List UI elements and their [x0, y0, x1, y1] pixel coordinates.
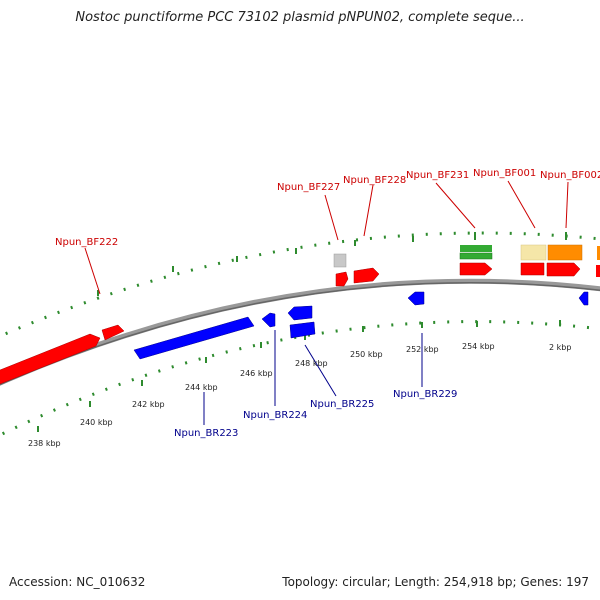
label-npun-br225: Npun_BR225 [310, 399, 374, 410]
label-npun-bf227: Npun_BF227 [277, 182, 340, 193]
kbp-label-240: 240 kbp [80, 418, 113, 427]
gene-npun-bf228[interactable] [353, 267, 380, 284]
map-title: Nostoc punctiforme PCC 73102 plasmid pNP… [75, 10, 525, 25]
gene-npun-bf222[interactable] [0, 333, 101, 385]
feature-npun-bf001[interactable] [520, 244, 547, 261]
gene-npun-bf231-lower[interactable] [459, 262, 493, 276]
kbp-labels: 238 kbp 240 kbp 242 kbp 244 kbp 246 kbp … [28, 342, 571, 448]
kbp-label-250: 250 kbp [350, 350, 383, 359]
gene-npun-bf227[interactable] [335, 271, 349, 287]
gene-npun-br225-bottom[interactable] [289, 321, 316, 339]
gene-npun-bf001-lower[interactable] [520, 262, 545, 276]
kbp-label-252: 252 kbp [406, 345, 439, 354]
inner-major-ticks [37, 320, 561, 432]
forward-features [333, 244, 600, 268]
label-npun-bf002: Npun_BF002 [540, 170, 600, 181]
kbp-label-242: 242 kbp [132, 400, 165, 409]
kbp-label-254: 254 kbp [462, 342, 495, 351]
summary-text: Topology: circular; Length: 254,918 bp; … [282, 575, 589, 589]
feature-grey[interactable] [333, 253, 347, 268]
kbp-label-238: 238 kbp [28, 439, 61, 448]
accession-text: Accession: NC_010632 [9, 575, 146, 589]
feature-npun-bf231-mid[interactable] [459, 252, 493, 260]
forward-genes [0, 262, 600, 385]
gene-reverse-edge[interactable] [578, 291, 589, 306]
feature-npun-bf231-top[interactable] [460, 245, 492, 252]
forward-leader-lines [84, 180, 569, 295]
reverse-genes [133, 291, 589, 360]
forward-gene-labels: Npun_BF222 Npun_BF227 Npun_BF228 Npun_BF… [55, 168, 600, 248]
kbp-label-246: 246 kbp [240, 369, 273, 378]
label-npun-bf222: Npun_BF222 [55, 237, 118, 248]
feature-orange-edge[interactable] [597, 246, 600, 260]
label-npun-bf001: Npun_BF001 [473, 168, 536, 179]
label-npun-bf231: Npun_BF231 [406, 170, 469, 181]
gene-npun-br229[interactable] [407, 291, 425, 306]
label-npun-br224: Npun_BR224 [243, 410, 307, 421]
kbp-label-2: 2 kbp [549, 343, 571, 352]
kbp-label-248: 248 kbp [295, 359, 328, 368]
gene-npun-br223[interactable] [133, 316, 255, 360]
gene-npun-br224[interactable] [261, 312, 276, 328]
feature-npun-bf002[interactable] [547, 244, 583, 261]
gene-npun-br225-top[interactable] [287, 305, 313, 321]
outer-major-ticks [97, 232, 567, 296]
gene-npun-bf002-lower[interactable] [546, 262, 581, 277]
kbp-label-244: 244 kbp [185, 383, 218, 392]
label-npun-bf228: Npun_BF228 [343, 175, 406, 186]
label-npun-br229: Npun_BR229 [393, 389, 457, 400]
reverse-gene-labels: Npun_BR223 Npun_BR224 Npun_BR225 Npun_BR… [174, 389, 457, 439]
label-npun-br223: Npun_BR223 [174, 428, 238, 439]
gene-forward-small[interactable] [101, 324, 125, 341]
gene-forward-edge[interactable] [596, 265, 600, 277]
reverse-leader-lines [203, 330, 423, 425]
